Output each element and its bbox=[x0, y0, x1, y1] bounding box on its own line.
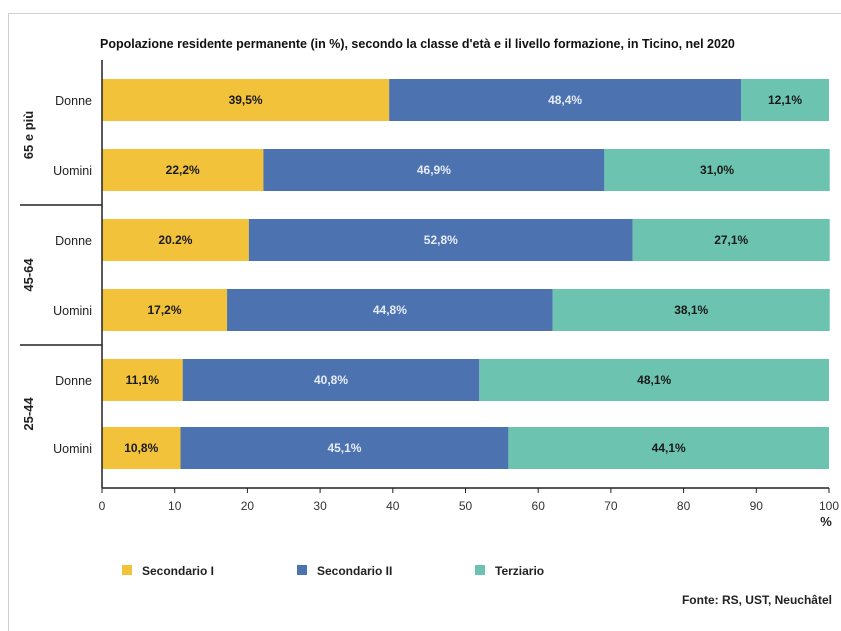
bar-terziario-row-2 bbox=[604, 149, 830, 191]
legend-label: Secondario II bbox=[317, 564, 392, 578]
bar-terziario-row-4 bbox=[552, 289, 830, 331]
x-tick-label: 90 bbox=[750, 499, 764, 513]
bar-secondario-ii-row-6 bbox=[180, 427, 509, 469]
bar-terziario-row-5 bbox=[479, 359, 829, 401]
bar-secondario-ii-row-3 bbox=[248, 219, 633, 261]
data-label: 48,4% bbox=[548, 93, 582, 107]
data-label: 48,1% bbox=[637, 373, 671, 387]
bar-terziario-row-3 bbox=[632, 219, 830, 261]
data-label: 44,8% bbox=[373, 303, 407, 317]
bar-secondario-i-row-4 bbox=[102, 289, 228, 331]
x-tick-label: 80 bbox=[677, 499, 691, 513]
category-label: Donne bbox=[55, 94, 92, 108]
bar-secondario-ii-row-1 bbox=[389, 79, 742, 121]
x-tick-label: 0 bbox=[99, 499, 106, 513]
data-label: 11,1% bbox=[126, 373, 160, 387]
x-tick-label: 40 bbox=[386, 499, 400, 513]
bar-secondario-i-row-2 bbox=[102, 149, 264, 191]
category-label: Uomini bbox=[53, 304, 92, 318]
data-label: 44,1% bbox=[652, 441, 686, 455]
data-label: 39,5% bbox=[229, 93, 263, 107]
data-label: 12,1% bbox=[768, 93, 802, 107]
category-label: Donne bbox=[55, 234, 92, 248]
data-label: 45,1% bbox=[327, 441, 361, 455]
source-note: Fonte: RS, UST, Neuchâtel bbox=[682, 593, 832, 607]
bar-secondario-i-row-1 bbox=[102, 79, 390, 121]
chart-frame bbox=[8, 13, 841, 631]
data-label: 20.2% bbox=[158, 233, 192, 247]
data-label: 46,9% bbox=[417, 163, 451, 177]
bar-secondario-ii-row-4 bbox=[227, 289, 553, 331]
data-label: 22,2% bbox=[166, 163, 200, 177]
x-tick-label: 60 bbox=[532, 499, 546, 513]
data-label: 17,2% bbox=[148, 303, 182, 317]
x-tick-label: 20 bbox=[241, 499, 255, 513]
x-tick-label: 100 bbox=[819, 499, 839, 513]
data-label: 10,8% bbox=[124, 441, 158, 455]
legend-swatch bbox=[475, 565, 485, 575]
x-tick-label: 70 bbox=[604, 499, 618, 513]
chart-title: Popolazione residente permanente (in %),… bbox=[100, 37, 735, 51]
data-label: 40,8% bbox=[314, 373, 348, 387]
group-label: 25-44 bbox=[21, 397, 36, 431]
legend-label: Terziario bbox=[495, 564, 544, 578]
bar-secondario-i-row-6 bbox=[102, 427, 181, 469]
bar-terziario-row-6 bbox=[508, 427, 829, 469]
x-axis-unit: % bbox=[820, 514, 832, 529]
x-tick-label: 10 bbox=[168, 499, 182, 513]
x-tick-label: 50 bbox=[459, 499, 473, 513]
category-label: Uomini bbox=[53, 164, 92, 178]
category-label: Uomini bbox=[53, 442, 92, 456]
group-label: 65 e più bbox=[21, 111, 36, 159]
data-label: 27,1% bbox=[714, 233, 748, 247]
x-tick-label: 30 bbox=[313, 499, 327, 513]
bar-secondario-ii-row-2 bbox=[263, 149, 605, 191]
legend-label: Secondario I bbox=[142, 564, 214, 578]
bar-secondario-i-row-3 bbox=[102, 219, 249, 261]
data-label: 38,1% bbox=[674, 303, 708, 317]
legend-swatch bbox=[297, 565, 307, 575]
data-label: 31,0% bbox=[700, 163, 734, 177]
bar-terziario-row-1 bbox=[741, 79, 829, 121]
data-label: 52,8% bbox=[424, 233, 458, 247]
legend-swatch bbox=[122, 565, 132, 575]
bar-secondario-ii-row-5 bbox=[182, 359, 480, 401]
group-label: 45-64 bbox=[21, 258, 36, 292]
bar-secondario-i-row-5 bbox=[102, 359, 183, 401]
category-label: Donne bbox=[55, 374, 92, 388]
